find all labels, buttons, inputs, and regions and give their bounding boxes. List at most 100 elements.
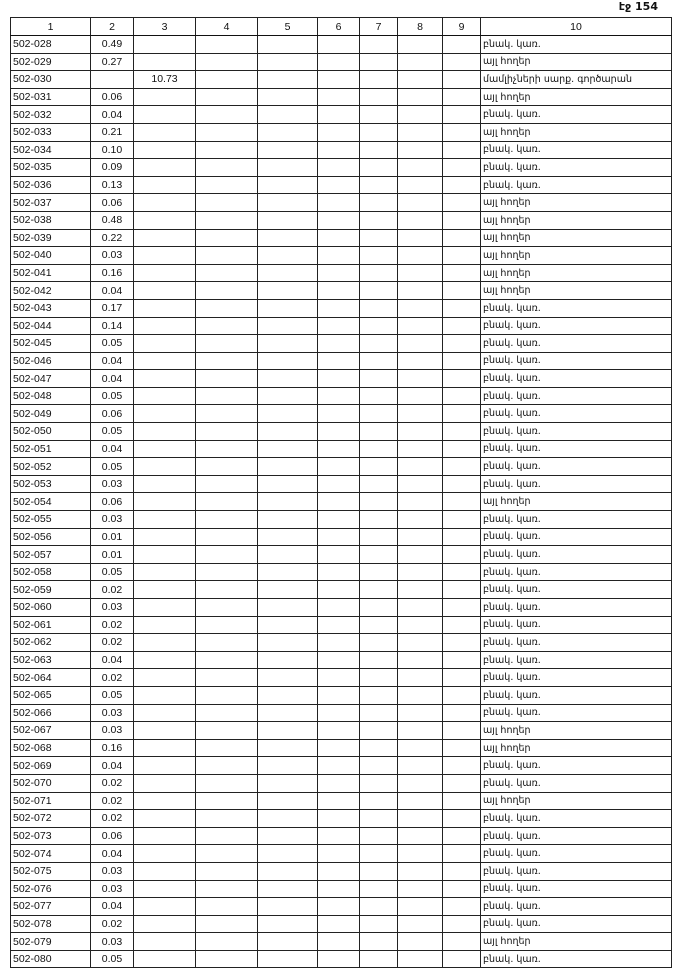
empty-cell <box>397 879 443 899</box>
table-row: 502-068 0.16 այլ հողեր <box>10 738 672 758</box>
empty-cell <box>195 52 258 72</box>
empty-cell <box>257 87 318 107</box>
empty-cell <box>257 773 318 793</box>
empty-cell <box>257 879 318 899</box>
empty-cell <box>195 87 258 107</box>
parcel-id-cell: 502-073 <box>10 826 91 846</box>
empty-cell <box>442 193 481 212</box>
empty-cell <box>359 316 398 336</box>
parcel-id-cell: 502-061 <box>10 615 91 635</box>
table-row: 502-064 0.02 բնակ. կառ. <box>10 668 672 687</box>
column-header: 7 <box>359 17 398 36</box>
empty-cell <box>195 844 258 863</box>
empty-cell <box>442 861 481 881</box>
empty-cell <box>195 386 258 406</box>
area-cell: 0.05 <box>90 457 134 476</box>
empty-cell <box>397 404 443 424</box>
empty-cell <box>442 298 481 318</box>
empty-cell <box>397 35 443 54</box>
area-cell: 0.03 <box>90 510 134 529</box>
empty-cell <box>195 826 258 846</box>
empty-cell <box>359 510 398 529</box>
empty-cell <box>397 949 443 969</box>
empty-cell <box>257 369 318 388</box>
empty-cell <box>442 35 481 54</box>
table-row: 502-046 0.04 բնակ. կառ. <box>10 351 672 371</box>
area-cell: 0.04 <box>90 105 134 124</box>
empty-cell <box>317 35 360 54</box>
empty-cell <box>195 228 258 248</box>
empty-cell <box>257 281 318 300</box>
column-3-cell <box>133 826 196 846</box>
parcel-id-cell: 502-076 <box>10 879 91 899</box>
table-row: 502-048 0.05 բնակ. կառ. <box>10 386 672 406</box>
empty-cell <box>257 598 318 617</box>
empty-cell <box>317 598 360 617</box>
empty-cell <box>442 316 481 336</box>
empty-cell <box>257 685 318 705</box>
parcel-id-cell: 502-049 <box>10 404 91 424</box>
land-use-cell: այլ հողեր <box>480 87 672 107</box>
empty-cell <box>317 87 360 107</box>
area-cell: 0.48 <box>90 210 134 230</box>
header-row: 1 2 3 4 5 6 7 8 9 10 <box>10 17 672 36</box>
parcel-id-cell: 502-080 <box>10 949 91 969</box>
empty-cell <box>195 510 258 529</box>
column-3-cell <box>133 52 196 72</box>
empty-cell <box>317 140 360 160</box>
land-use-cell: բնակ. կառ. <box>480 457 672 476</box>
empty-cell <box>257 228 318 248</box>
empty-cell <box>359 773 398 793</box>
table-row: 502-060 0.03 բնակ. կառ. <box>10 598 672 617</box>
area-cell: 0.04 <box>90 369 134 388</box>
column-3-cell <box>133 844 196 863</box>
table-row: 502-047 0.04 բնակ. կառ. <box>10 369 672 388</box>
column-3-cell <box>133 140 196 160</box>
empty-cell <box>442 738 481 758</box>
empty-cell <box>359 334 398 353</box>
empty-cell <box>397 316 443 336</box>
column-3-cell <box>133 422 196 441</box>
table-row: 502-042 0.04 այլ հողեր <box>10 281 672 300</box>
column-3-cell <box>133 334 196 353</box>
parcel-id-cell: 502-065 <box>10 685 91 705</box>
empty-cell <box>359 369 398 388</box>
column-3-cell <box>133 685 196 705</box>
page-number: էջ 154 <box>618 0 658 13</box>
empty-cell <box>317 510 360 529</box>
table-row: 502-059 0.02 բնակ. կառ. <box>10 580 672 599</box>
area-cell: 0.13 <box>90 175 134 195</box>
empty-cell <box>442 140 481 160</box>
empty-cell <box>257 826 318 846</box>
empty-cell <box>317 580 360 599</box>
empty-cell <box>195 158 258 177</box>
empty-cell <box>359 949 398 969</box>
empty-cell <box>317 386 360 406</box>
empty-cell <box>317 492 360 512</box>
empty-cell <box>359 298 398 318</box>
empty-cell <box>317 879 360 899</box>
column-3-cell <box>133 668 196 687</box>
column-header: 2 <box>90 17 134 36</box>
empty-cell <box>442 826 481 846</box>
empty-cell <box>317 404 360 424</box>
table-row: 502-036 0.13 բնակ. կառ. <box>10 175 672 195</box>
column-3-cell <box>133 932 196 951</box>
area-cell: 0.27 <box>90 52 134 72</box>
land-use-cell: բնակ. կառ. <box>480 439 672 459</box>
table-row: 502-056 0.01 բնակ. կառ. <box>10 527 672 547</box>
column-header: 9 <box>442 17 481 36</box>
column-header: 3 <box>133 17 196 36</box>
empty-cell <box>359 861 398 881</box>
empty-cell <box>397 158 443 177</box>
empty-cell <box>359 562 398 582</box>
land-use-cell: բնակ. կառ. <box>480 703 672 723</box>
empty-cell <box>195 210 258 230</box>
empty-cell <box>257 545 318 564</box>
land-use-cell: բնակ. կառ. <box>480 685 672 705</box>
empty-cell <box>397 897 443 916</box>
empty-cell <box>442 175 481 195</box>
empty-cell <box>257 580 318 599</box>
area-cell <box>90 70 134 89</box>
empty-cell <box>317 809 360 828</box>
